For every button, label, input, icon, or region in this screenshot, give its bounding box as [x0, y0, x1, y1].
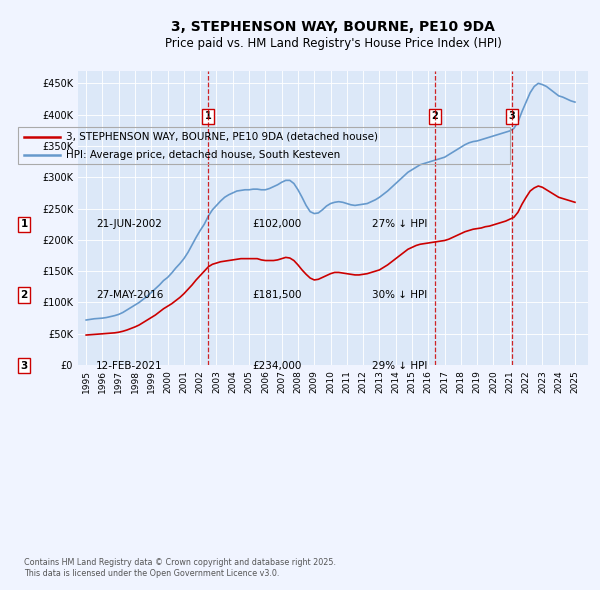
Text: £234,000: £234,000 [252, 361, 301, 371]
Text: £102,000: £102,000 [252, 219, 301, 229]
Text: 3: 3 [508, 112, 515, 122]
Text: Price paid vs. HM Land Registry's House Price Index (HPI): Price paid vs. HM Land Registry's House … [164, 37, 502, 50]
Text: 27-MAY-2016: 27-MAY-2016 [96, 290, 163, 300]
Text: Contains HM Land Registry data © Crown copyright and database right 2025.
This d: Contains HM Land Registry data © Crown c… [24, 558, 336, 578]
Text: HPI: Average price, detached house, South Kesteven: HPI: Average price, detached house, Sout… [66, 150, 340, 159]
Text: 2: 2 [20, 290, 28, 300]
Text: 12-FEB-2021: 12-FEB-2021 [96, 361, 163, 371]
Text: 2: 2 [431, 112, 439, 122]
Text: 3, STEPHENSON WAY, BOURNE, PE10 9DA (detached house): 3, STEPHENSON WAY, BOURNE, PE10 9DA (det… [66, 132, 378, 142]
Text: 30% ↓ HPI: 30% ↓ HPI [372, 290, 427, 300]
Text: 3: 3 [20, 361, 28, 371]
Text: 29% ↓ HPI: 29% ↓ HPI [372, 361, 427, 371]
Text: 27% ↓ HPI: 27% ↓ HPI [372, 219, 427, 229]
Text: 1: 1 [205, 112, 211, 122]
Text: 21-JUN-2002: 21-JUN-2002 [96, 219, 162, 229]
Text: £181,500: £181,500 [252, 290, 302, 300]
Text: 3, STEPHENSON WAY, BOURNE, PE10 9DA: 3, STEPHENSON WAY, BOURNE, PE10 9DA [171, 19, 495, 34]
Text: 1: 1 [20, 219, 28, 229]
